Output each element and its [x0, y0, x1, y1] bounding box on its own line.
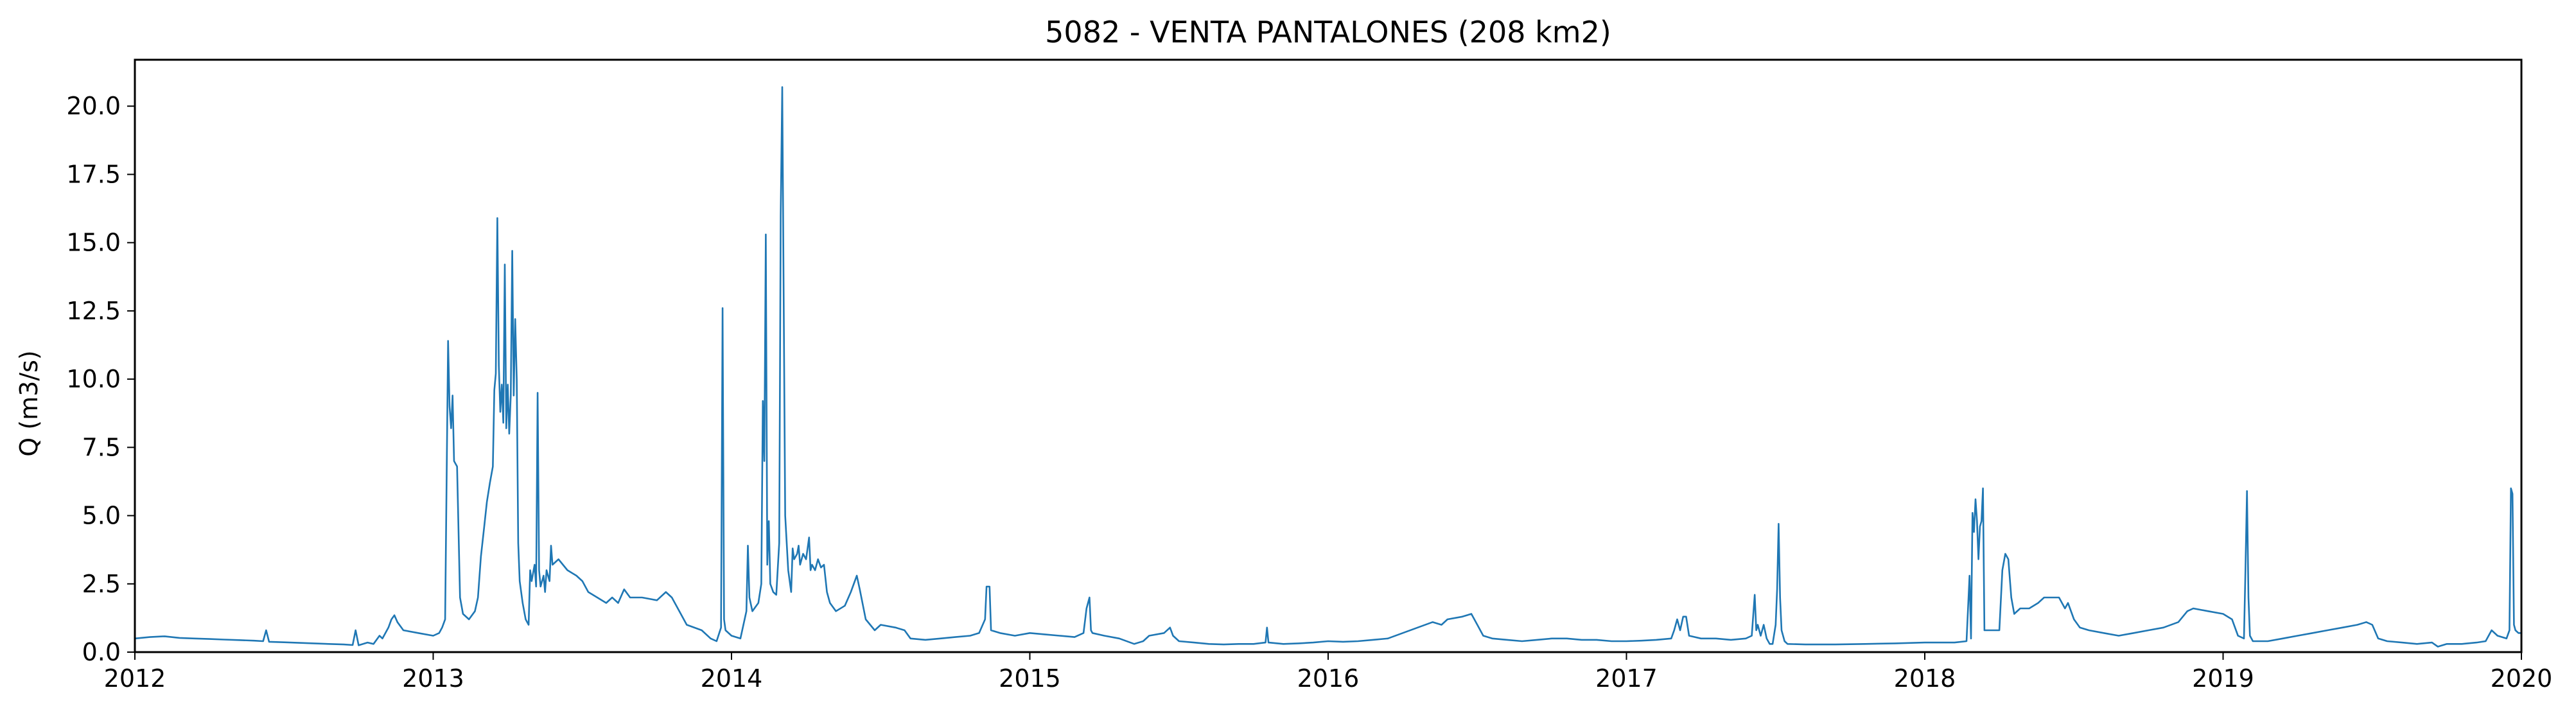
x-tick-label: 2014 [701, 664, 763, 693]
x-tick-label: 2018 [1894, 664, 1956, 693]
x-tick-label: 2012 [104, 664, 166, 693]
y-tick-label: 17.5 [66, 160, 121, 188]
x-tick-label: 2020 [2491, 664, 2553, 693]
y-tick-label: 7.5 [82, 433, 121, 461]
plot-frame [134, 58, 2523, 653]
y-axis-label: Q (m3/s) [15, 350, 43, 456]
series-line [134, 86, 2523, 648]
y-tick-label: 5.0 [82, 502, 121, 530]
y-tick-label: 10.0 [66, 365, 121, 393]
y-tick-label: 2.5 [82, 570, 121, 598]
y-tick-label: 0.0 [82, 638, 121, 666]
y-axis-ticks: 0.0 2.5 5.0 7.5 10.0 12.5 15.0 17.5 20.0 [66, 92, 135, 666]
chart-title: 5082 - VENTA PANTALONES (208 km2) [1045, 15, 1611, 49]
y-tick-label: 15.0 [66, 229, 121, 257]
x-axis-ticks: 2012 2013 2014 2015 2016 2017 2018 2019 2020 [104, 652, 2553, 693]
y-tick-label: 12.5 [66, 297, 121, 325]
x-tick-label: 2013 [402, 664, 464, 693]
x-tick-label: 2016 [1297, 664, 1360, 693]
x-tick-label: 2019 [2192, 664, 2254, 693]
x-tick-label: 2015 [999, 664, 1061, 693]
series-layer [134, 86, 2523, 648]
y-tick-label: 20.0 [66, 92, 121, 120]
x-tick-label: 2017 [1595, 664, 1658, 693]
